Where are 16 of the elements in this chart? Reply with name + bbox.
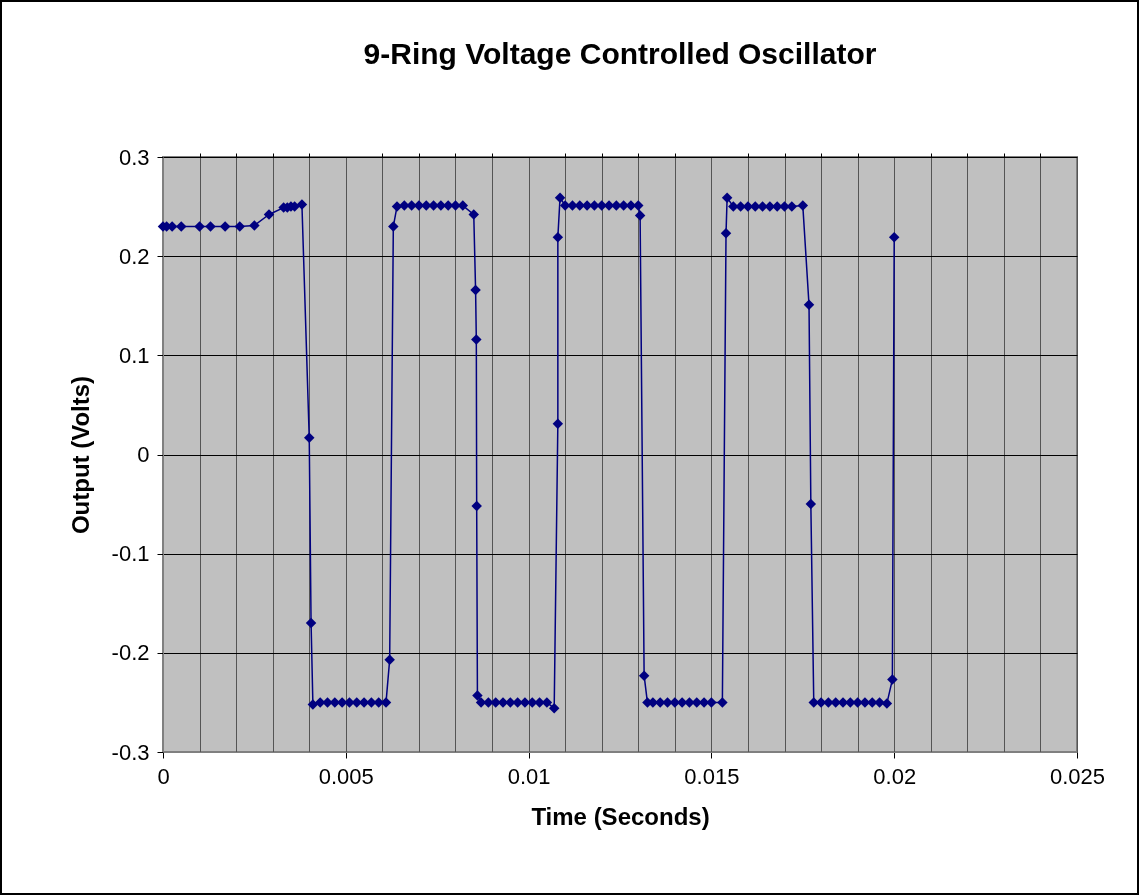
y-tick-label: 0 (137, 442, 150, 467)
y-tick-label: -0.3 (111, 739, 150, 765)
x-tick-label: 0.01 (507, 763, 551, 789)
x-tick-label: 0.02 (873, 763, 917, 789)
y-tick-label: 0.1 (118, 342, 150, 368)
y-tick-label: 0.2 (118, 243, 150, 269)
x-tick-label: 0 (157, 763, 170, 789)
x-tick-label: 0.015 (684, 763, 740, 789)
x-tick-label: 0.025 (1049, 763, 1106, 789)
y-tick-label: 0.3 (118, 144, 150, 170)
y-tick-label: -0.2 (111, 640, 150, 666)
y-tick-label: -0.1 (111, 541, 150, 567)
x-axis-title: Time (Seconds) (531, 802, 710, 830)
x-tick-label: 0.005 (318, 763, 374, 789)
chart-title: 9-Ring Voltage Controlled Oscillator (363, 37, 877, 70)
y-axis-title: Output (Volts) (66, 375, 94, 535)
